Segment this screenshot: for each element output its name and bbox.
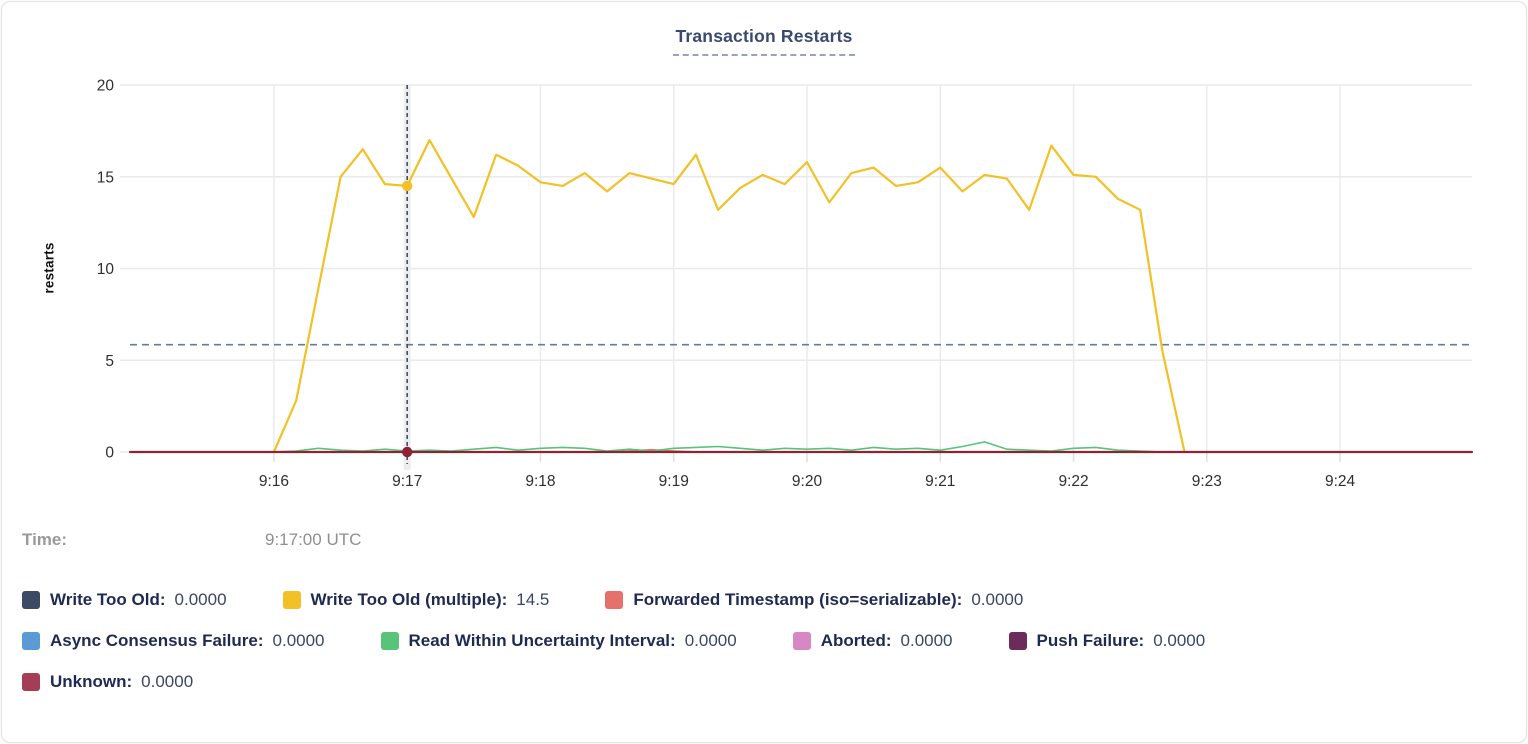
legend-item-aborted: Aborted: 0.0000 <box>792 631 953 651</box>
x-tick-label: 9:19 <box>659 473 689 490</box>
y-tick-label: 15 <box>97 169 114 186</box>
legend-item-forwarded-timestamp: Forwarded Timestamp (iso=serializable): … <box>605 590 1023 610</box>
legend-label: Forwarded Timestamp (iso=serializable): <box>633 590 963 609</box>
legend-label: Write Too Old: <box>50 590 166 609</box>
transaction-restarts-chart[interactable]: 0 5 10 15 20 9:16 9:17 9:18 9:19 9:20 9:21 9:22 9:23… <box>2 2 1527 507</box>
legend-swatch-write-too-old <box>22 591 40 609</box>
legend-item-push-failure: Push Failure: 0.0000 <box>1008 631 1206 651</box>
legend-value: 0.0000 <box>141 672 194 691</box>
legend-label: Push Failure: <box>1036 631 1145 650</box>
time-value: 9:17:00 UTC <box>265 530 362 549</box>
legend-row-2: Async Consensus Failure: 0.0000 Read Wit… <box>22 631 1510 651</box>
y-tick-label: 0 <box>105 445 114 462</box>
legend-value: 14.5 <box>516 590 550 609</box>
legend-row-1: Write Too Old: 0.0000 Write Too Old (mul… <box>22 590 1510 610</box>
legend-swatch-async-consensus-failure <box>22 632 40 650</box>
legend-value: 0.0000 <box>174 590 227 609</box>
chart-title: Transaction Restarts <box>673 26 855 56</box>
y-axis-label: restarts <box>41 242 57 294</box>
legend-swatch-unknown <box>22 673 40 691</box>
legend-item-async-consensus-failure: Async Consensus Failure: 0.0000 <box>22 631 325 651</box>
series-line-read-within-uncertainty-interval <box>273 441 1186 453</box>
x-tick-label: 9:22 <box>1058 473 1088 490</box>
legend-swatch-forwarded-timestamp <box>605 591 624 609</box>
legend-value: 0.0000 <box>272 631 325 650</box>
legend-value: 0.0000 <box>684 631 737 650</box>
legend-swatch-aborted <box>792 632 811 650</box>
legend-item-write-too-old: Write Too Old: 0.0000 <box>22 590 227 610</box>
legend-item-write-too-old-multiple: Write Too Old (multiple): 14.5 <box>282 590 550 610</box>
y-tick-label: 10 <box>97 261 115 278</box>
time-label: Time: <box>22 530 68 549</box>
x-tick-label: 9:23 <box>1192 473 1222 490</box>
legend-label: Async Consensus Failure: <box>50 631 264 650</box>
y-tick-label: 20 <box>97 78 115 95</box>
y-tick-label: 5 <box>105 353 114 370</box>
legend-swatch-push-failure <box>1008 632 1027 650</box>
legend-swatch-read-within-uncertainty-interval <box>380 632 399 650</box>
chart-title-wrap: Transaction Restarts <box>2 26 1526 56</box>
legend-item-read-within-uncertainty-interval: Read Within Uncertainty Interval: 0.0000 <box>380 631 737 651</box>
legend-swatch-write-too-old-multiple <box>282 591 301 609</box>
x-tick-label: 9:21 <box>925 473 955 490</box>
hover-dot-unknown <box>401 446 413 458</box>
legend-item-unknown: Unknown: 0.0000 <box>22 672 193 692</box>
hover-dot-write-too-old-multiple- <box>401 180 413 192</box>
legend-value: 0.0000 <box>1153 631 1206 650</box>
x-tick-label: 9:18 <box>525 473 555 490</box>
hover-time-row: Time: 9:17:00 UTC <box>22 530 361 550</box>
legend-label: Write Too Old (multiple): <box>310 590 508 609</box>
x-tick-label: 9:20 <box>792 473 823 490</box>
legend-label: Read Within Uncertainty Interval: <box>408 631 676 650</box>
legend-value: 0.0000 <box>971 590 1024 609</box>
legend-value: 0.0000 <box>900 631 953 650</box>
x-tick-label: 9:16 <box>259 473 289 490</box>
series-line-write-too-old-multiple- <box>272 139 1186 454</box>
legend-label: Unknown: <box>50 672 133 691</box>
legend-row-3: Unknown: 0.0000 <box>22 672 1510 692</box>
x-tick-label: 9:17 <box>392 473 422 490</box>
chart-legend: Write Too Old: 0.0000 Write Too Old (mul… <box>22 590 1510 713</box>
legend-label: Aborted: <box>820 631 892 650</box>
x-tick-label: 9:24 <box>1325 473 1356 490</box>
